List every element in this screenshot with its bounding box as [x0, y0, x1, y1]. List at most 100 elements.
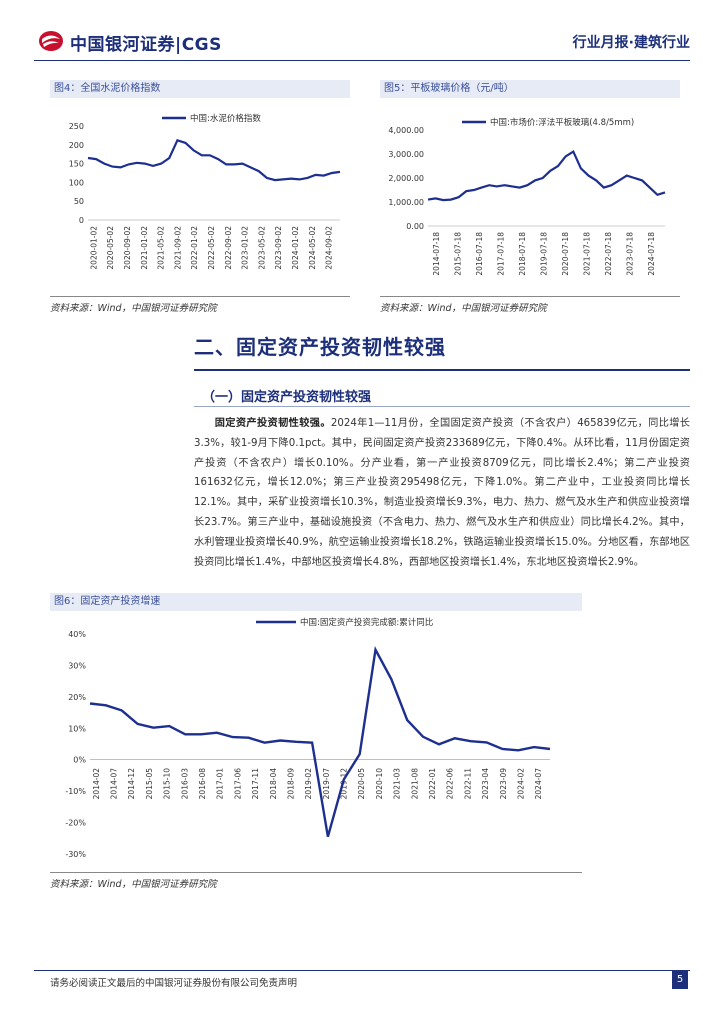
- x-tick-label: 2022-07-18: [604, 232, 613, 276]
- x-tick-label: 2017-06: [233, 768, 242, 800]
- x-tick-label: 2015-07-18: [453, 232, 462, 276]
- x-tick-label: 2014-07: [110, 768, 119, 800]
- x-tick-label: 2019-02: [304, 768, 313, 800]
- cgs-logo-icon: [38, 30, 64, 52]
- x-tick-label: 2016-07-18: [475, 232, 484, 276]
- x-tick-label: 2023-04: [481, 768, 490, 800]
- y-tick-label: 0%: [73, 756, 86, 765]
- y-tick-label: 3,000.00: [388, 150, 424, 159]
- x-tick-label: 2017-07-18: [496, 232, 505, 276]
- y-tick-label: -30%: [65, 850, 86, 859]
- y-tick-label: 150: [69, 160, 84, 169]
- x-tick-label: 2015-10: [163, 768, 172, 800]
- x-tick-label: 2017-01: [216, 768, 225, 800]
- subsection-divider: [194, 406, 690, 407]
- footer-disclaimer: 请务必阅读正文最后的中国银河证券股份有限公司免责声明: [50, 978, 298, 989]
- y-tick-label: 30%: [68, 661, 86, 670]
- x-tick-label: 2022-01-02: [190, 226, 199, 270]
- x-tick-label: 2015-05: [145, 768, 154, 800]
- body-paragraph: 固定资产投资韧性较强。2024年1—11月份，全国固定资产投资（不含农户）465…: [194, 414, 690, 572]
- subsection-title: （一）固定资产投资韧性较强: [202, 390, 372, 405]
- y-tick-label: 2,000.00: [388, 174, 424, 183]
- fai-growth-series-line: [89, 645, 551, 838]
- fai-legend-label: 中国:固定资产投资完成额:累计同比: [300, 617, 433, 628]
- x-tick-label: 2014-12: [127, 768, 136, 800]
- glass-price-series-line: [427, 150, 666, 202]
- x-tick-label: 2020-09-02: [123, 226, 132, 270]
- x-tick-label: 2020-05: [357, 768, 366, 800]
- brand-logo-text: 中国银河证券|CGS: [70, 35, 222, 55]
- y-tick-label: 200: [69, 141, 84, 150]
- y-tick-label: 50: [74, 197, 84, 206]
- cement-price-chart: 250 200 150 100 50 0 2020-01-02 2020-05-02 2020…: [69, 113, 341, 270]
- x-tick-label: 2024-01-02: [291, 226, 300, 270]
- y-tick-label: -20%: [65, 819, 86, 828]
- x-tick-label: 2022-01: [428, 768, 437, 800]
- fig4-source: 资料来源：Wind，中国银河证券研究院: [50, 303, 217, 314]
- x-tick-label: 2023-09-02: [274, 226, 283, 270]
- x-tick-label: 2024-05-02: [308, 226, 317, 270]
- cement-index-series-line: [87, 138, 341, 182]
- x-tick-label: 2018-09: [286, 768, 295, 800]
- x-tick-label: 2022-06: [446, 768, 455, 800]
- y-tick-label: 1,000.00: [388, 198, 424, 207]
- x-tick-label: 2020-10: [375, 768, 384, 800]
- fig6-source: 资料来源：Wind，中国银河证券研究院: [50, 879, 217, 890]
- footer-divider: [34, 970, 690, 971]
- x-tick-label: 2020-07-18: [561, 232, 570, 276]
- section-divider: [194, 369, 690, 371]
- x-tick-label: 2023-07-18: [626, 232, 635, 276]
- paragraph-lead: 固定资产投资韧性较强。: [214, 418, 331, 429]
- x-tick-label: 2021-09-02: [173, 226, 182, 270]
- cement-legend-label: 中国:水泥价格指数: [190, 113, 261, 124]
- y-tick-label: 40%: [68, 630, 86, 639]
- x-tick-label: 2021-05-02: [157, 226, 166, 270]
- fig6-caption: 图6：固定资产投资增速: [50, 593, 582, 611]
- x-tick-label: 2024-09-02: [325, 226, 334, 270]
- glass-legend-label: 中国:市场价:浮法平板玻璃(4.8/5mm): [490, 117, 634, 128]
- x-tick-label: 2018-07-18: [518, 232, 527, 276]
- x-tick-label: 2019-12: [340, 768, 349, 800]
- x-tick-label: 2020-05-02: [106, 226, 115, 270]
- x-tick-label: 2016-03: [180, 768, 189, 800]
- section-title: 二、固定资产投资韧性较强: [194, 335, 446, 359]
- y-tick-label: 4,000.00: [388, 126, 424, 135]
- y-tick-label: -10%: [65, 787, 86, 796]
- x-tick-label: 2021-08: [410, 768, 419, 800]
- glass-price-chart: 4,000.00 3,000.00 2,000.00 1,000.00 0.00 201…: [388, 117, 666, 276]
- x-tick-label: 2024-07: [534, 768, 543, 800]
- x-tick-label: 2021-07-18: [583, 232, 592, 276]
- x-tick-label: 2020-01-02: [89, 226, 98, 270]
- x-tick-label: 2024-07-18: [647, 232, 656, 276]
- x-tick-label: 2019-07-18: [540, 232, 549, 276]
- x-tick-label: 2023-09: [499, 768, 508, 800]
- y-tick-label: 0: [79, 216, 84, 225]
- x-tick-label: 2021-03: [393, 768, 402, 800]
- x-tick-label: 2022-11: [463, 768, 472, 800]
- header-divider: [34, 60, 690, 61]
- y-tick-label: 10%: [68, 724, 86, 733]
- x-tick-label: 2017-11: [251, 768, 260, 800]
- fig4-caption: 图4：全国水泥价格指数: [50, 80, 350, 98]
- x-tick-label: 2018-04: [269, 768, 278, 800]
- x-tick-label: 2023-01-02: [241, 226, 250, 270]
- paragraph-text: 2024年1—11月份，全国固定资产投资（不含农户）465839亿元，同比增长3…: [194, 418, 690, 568]
- fig5-caption: 图5：平板玻璃价格（元/吨）: [380, 80, 680, 98]
- x-tick-label: 2024-02: [516, 768, 525, 800]
- report-tag: 行业月报·建筑行业: [572, 35, 690, 51]
- x-tick-label: 2022-09-02: [224, 226, 233, 270]
- y-tick-label: 20%: [68, 693, 86, 702]
- x-tick-label: 2016-08: [198, 768, 207, 800]
- x-tick-label: 2022-05-02: [207, 226, 216, 270]
- y-tick-label: 250: [69, 122, 84, 131]
- x-tick-label: 2019-07: [322, 768, 331, 800]
- fai-growth-chart: 40% 30% 20% 10% 0% -10% -20% -30% 2014-02 2014-0…: [65, 617, 551, 859]
- y-tick-label: 0.00: [406, 222, 424, 231]
- page-number: 5: [672, 971, 688, 989]
- fig5-source: 资料来源：Wind，中国银河证券研究院: [380, 303, 547, 314]
- x-tick-label: 2014-02: [92, 768, 101, 800]
- x-tick-label: 2014-07-18: [432, 232, 441, 276]
- y-tick-label: 100: [69, 178, 84, 187]
- x-tick-label: 2021-01-02: [140, 226, 149, 270]
- x-tick-label: 2023-05-02: [257, 226, 266, 270]
